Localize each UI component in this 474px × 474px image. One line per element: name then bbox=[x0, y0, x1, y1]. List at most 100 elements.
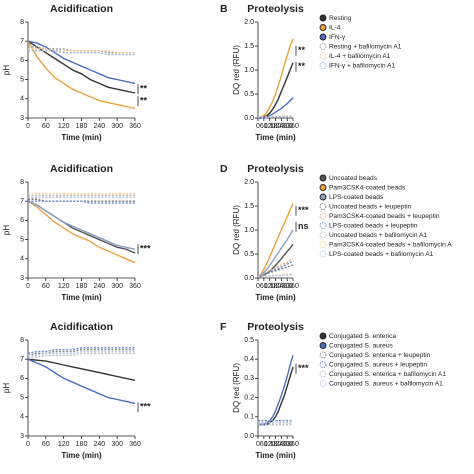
y-tick-label: 0.5 bbox=[244, 337, 254, 344]
x-axis-label: Time (min) bbox=[61, 133, 102, 142]
x-tick-label: 360 bbox=[129, 283, 141, 290]
annotation: ** bbox=[140, 84, 148, 94]
y-tick-label: 7 bbox=[20, 38, 24, 45]
y-tick-label: 2.0 bbox=[244, 179, 254, 186]
legend-marker bbox=[319, 231, 327, 239]
y-axis-label: DQ red (RFU) bbox=[232, 45, 241, 95]
data-line bbox=[258, 274, 293, 278]
legend-marker bbox=[319, 332, 327, 340]
data-line bbox=[257, 258, 294, 278]
x-axis-label: Time (min) bbox=[255, 293, 296, 302]
legend-label: Pam3CSK4-coated beads + bafilomycin A bbox=[329, 241, 452, 248]
y-tick-label: 8 bbox=[20, 19, 24, 26]
chart-title: Acidification bbox=[50, 321, 113, 333]
x-tick-label: 240 bbox=[93, 283, 105, 290]
x-tick-label: 0 bbox=[26, 283, 30, 290]
y-tick-label: 5 bbox=[20, 76, 24, 83]
x-tick-label: 360 bbox=[287, 283, 299, 290]
data-line bbox=[27, 358, 136, 381]
y-tick-label: 0.4 bbox=[244, 356, 254, 363]
y-tick-label: 4 bbox=[20, 256, 24, 263]
y-tick-label: 0.0 bbox=[244, 433, 254, 440]
chart-title: Proteolysis bbox=[247, 3, 304, 15]
y-tick-label: 0.2 bbox=[244, 394, 254, 401]
data-line bbox=[27, 200, 136, 250]
data-line bbox=[27, 40, 136, 110]
x-tick-label: 300 bbox=[281, 441, 293, 448]
x-tick-label: 120 bbox=[58, 441, 70, 448]
x-tick-label: 240 bbox=[93, 123, 105, 130]
y-tick-label: 4 bbox=[20, 96, 24, 103]
x-tick-label: 360 bbox=[129, 123, 141, 130]
legend-marker bbox=[319, 14, 327, 22]
legend-marker bbox=[319, 174, 327, 182]
legend-marker bbox=[319, 24, 327, 31]
x-tick-label: 120 bbox=[264, 441, 276, 448]
legend-label: Conjugated S. aureus bbox=[329, 342, 393, 349]
x-tick-label: 300 bbox=[111, 283, 123, 290]
x-tick-label: 0 bbox=[256, 441, 260, 448]
y-axis-label: pH bbox=[2, 65, 11, 75]
data-line bbox=[28, 48, 135, 54]
legend-marker bbox=[319, 33, 327, 41]
y-tick-label: 0.1 bbox=[244, 414, 254, 421]
legend-marker bbox=[319, 241, 327, 248]
x-tick-label: 240 bbox=[93, 441, 105, 448]
legend-marker bbox=[319, 380, 327, 387]
legend-label: Resting bbox=[329, 15, 352, 22]
legend-label: LPS-coated beads bbox=[329, 194, 384, 201]
y-tick-label: 7 bbox=[20, 356, 24, 363]
data-line bbox=[257, 260, 294, 278]
y-tick-label: 6 bbox=[20, 57, 24, 64]
x-tick-label: 180 bbox=[270, 123, 282, 130]
x-axis-label: Time (min) bbox=[61, 293, 102, 302]
legend-label: Conjugated S. aureus + leupeptin bbox=[329, 361, 427, 368]
legend-label: Conjugated S. aureus + bafilomycin A1 bbox=[329, 380, 443, 387]
x-tick-label: 120 bbox=[264, 283, 276, 290]
chart-title: Acidification bbox=[50, 3, 113, 15]
y-tick-label: 2.0 bbox=[244, 19, 254, 26]
y-tick-label: 6 bbox=[20, 217, 24, 224]
x-axis-label: Time (min) bbox=[255, 133, 296, 142]
y-tick-label: 0.0 bbox=[244, 275, 254, 282]
legend-label: Conjugated S. enterica bbox=[329, 333, 396, 340]
legend-label: Uncoated beads + leupeptin bbox=[329, 203, 412, 210]
annotation: *** bbox=[140, 244, 151, 254]
annotation: *** bbox=[298, 205, 309, 215]
legend-label: Pam3CSK4-coated beads bbox=[329, 184, 406, 191]
y-tick-label: 1.5 bbox=[244, 203, 254, 210]
x-tick-label: 60 bbox=[42, 283, 50, 290]
legend-label: Uncoated beads + bafilomycin A1 bbox=[329, 232, 427, 239]
legend-label: LPS-coated beads + bafilomycin A1 bbox=[329, 251, 434, 258]
chart-title: Proteolysis bbox=[247, 163, 304, 175]
x-tick-label: 360 bbox=[129, 441, 141, 448]
x-tick-label: 0 bbox=[256, 123, 260, 130]
x-tick-label: 180 bbox=[270, 283, 282, 290]
x-tick-label: 180 bbox=[270, 441, 282, 448]
x-tick-label: 300 bbox=[111, 123, 123, 130]
legend-label: IL-4 + bafilomycin A1 bbox=[329, 53, 391, 60]
x-tick-label: 360 bbox=[287, 123, 299, 130]
panel-label: F bbox=[220, 321, 227, 333]
x-tick-label: 300 bbox=[281, 123, 293, 130]
y-tick-label: 8 bbox=[20, 337, 24, 344]
x-tick-label: 120 bbox=[264, 123, 276, 130]
legend-marker bbox=[319, 203, 327, 210]
legend-marker bbox=[319, 62, 327, 69]
y-axis-label: pH bbox=[2, 383, 11, 393]
y-tick-label: 5 bbox=[20, 394, 24, 401]
y-tick-label: 0.5 bbox=[244, 91, 254, 98]
x-axis-label: Time (min) bbox=[255, 451, 296, 460]
x-tick-label: 120 bbox=[58, 123, 70, 130]
data-line bbox=[27, 200, 136, 264]
y-tick-label: 0.0 bbox=[244, 115, 254, 122]
data-line bbox=[27, 40, 136, 94]
legend-marker bbox=[319, 52, 327, 60]
y-tick-label: 6 bbox=[20, 375, 24, 382]
x-tick-label: 60 bbox=[42, 441, 50, 448]
x-tick-label: 60 bbox=[260, 123, 268, 130]
data-line bbox=[257, 38, 294, 119]
data-line bbox=[258, 355, 294, 426]
legend-marker bbox=[319, 222, 327, 229]
y-tick-label: 5 bbox=[20, 236, 24, 243]
